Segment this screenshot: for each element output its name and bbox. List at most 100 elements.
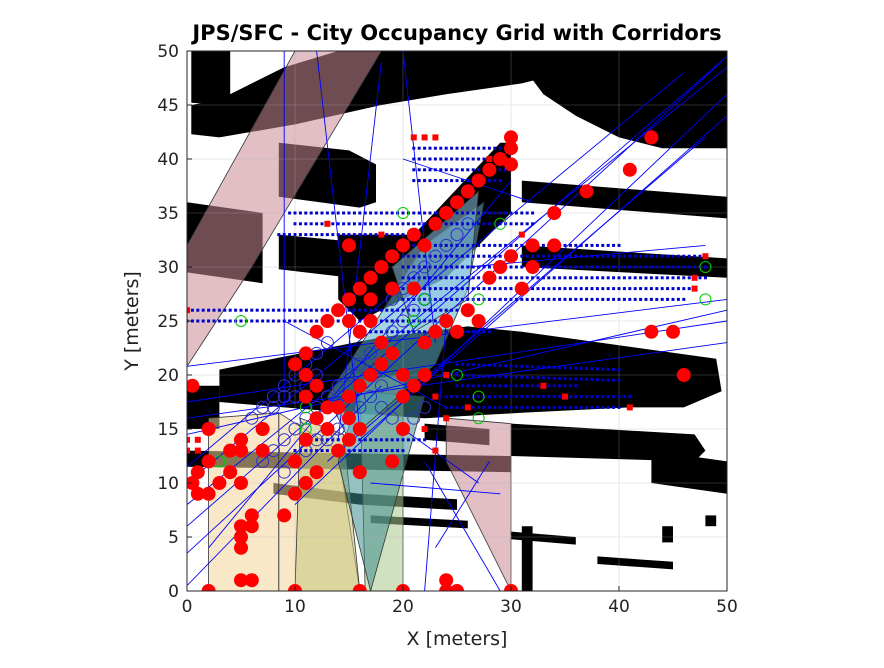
path-dot — [352, 211, 356, 215]
path-dot — [644, 254, 648, 258]
path-dot — [369, 211, 373, 215]
waypoint-marker — [460, 184, 475, 199]
path-dot — [525, 211, 529, 215]
path-dot — [482, 146, 486, 150]
waypoint-marker — [244, 508, 259, 523]
path-dot — [428, 179, 432, 183]
path-dot — [552, 376, 556, 380]
path-dot — [288, 211, 292, 215]
path-dot — [509, 243, 513, 247]
path-dot — [498, 179, 502, 183]
path-dot — [450, 179, 454, 183]
path-dot — [423, 330, 427, 334]
path-dot — [396, 319, 400, 323]
waypoint-square — [540, 382, 547, 389]
path-dot — [531, 222, 535, 226]
green-ring-marker — [451, 369, 463, 381]
path-dot — [601, 395, 605, 399]
path-dot — [417, 211, 421, 215]
path-dot — [336, 211, 340, 215]
path-dot — [552, 297, 556, 301]
y-tick-label: 5 — [168, 528, 179, 548]
path-dot — [531, 211, 535, 215]
path-dot — [574, 377, 578, 381]
waypoint-square — [187, 447, 190, 454]
path-dot — [460, 276, 464, 280]
path-dot — [239, 308, 243, 312]
waypoint-marker — [234, 573, 248, 588]
path-dot — [477, 243, 481, 247]
path-dot — [477, 157, 481, 161]
path-dot — [390, 449, 394, 453]
path-dot — [477, 287, 481, 291]
path-dot — [606, 395, 610, 399]
path-dot — [590, 276, 594, 280]
path-dot — [487, 395, 491, 399]
blue-ring-marker — [277, 390, 291, 404]
path-dot — [390, 438, 394, 442]
waypoint-marker — [396, 389, 410, 404]
waypoint-marker — [460, 303, 475, 318]
waypoint-marker — [439, 206, 454, 220]
path-dot — [417, 179, 421, 183]
waypoint-marker — [352, 422, 367, 436]
waypoint-marker — [201, 584, 216, 591]
path-dot — [401, 222, 405, 226]
path-dot — [396, 438, 400, 442]
path-dot — [606, 276, 610, 280]
path-dot — [315, 449, 319, 453]
path-dot — [212, 308, 216, 312]
path-dot — [304, 319, 308, 323]
green-ring-marker — [472, 412, 485, 425]
path-dot — [304, 211, 308, 215]
waypoint-marker — [428, 324, 443, 339]
path-dot — [450, 265, 454, 269]
green-ring-marker — [418, 293, 431, 306]
blue-ring-marker — [364, 390, 378, 404]
path-dot — [401, 254, 405, 258]
path-dot — [541, 405, 545, 409]
green-ring-marker — [407, 315, 420, 327]
path-dot — [498, 146, 502, 150]
path-dot — [455, 179, 459, 183]
path-dot — [450, 395, 454, 399]
path-dot — [423, 287, 427, 291]
path-dot — [498, 297, 502, 301]
path-dot — [585, 395, 589, 399]
waypoint-marker — [439, 314, 454, 328]
path-dot — [401, 287, 405, 291]
blue-ring-marker — [461, 217, 475, 231]
path-dot — [579, 377, 583, 381]
waypoint-marker — [255, 443, 270, 458]
path-dot — [482, 157, 486, 161]
path-dot — [509, 287, 513, 291]
path-dot — [595, 265, 599, 269]
corridor-pink-right — [445, 417, 512, 591]
waypoint-marker — [201, 422, 216, 436]
waypoint-marker — [309, 324, 324, 339]
waypoint-marker — [298, 346, 313, 361]
path-dot — [293, 308, 297, 312]
path-dot — [498, 384, 502, 388]
path-dot — [379, 449, 383, 453]
path-dot — [606, 243, 610, 247]
path-dot — [471, 243, 475, 247]
path-dot — [514, 211, 518, 215]
path-dot — [525, 276, 529, 280]
path-dot — [644, 276, 648, 280]
path-dot — [504, 243, 508, 247]
path-dot — [250, 308, 254, 312]
path-dot — [433, 157, 437, 161]
tick-layer: 0 10 20 30 40 50 0 5 10 15 20 25 30 35 40 45 50 — [157, 42, 737, 617]
path-dot — [423, 179, 427, 183]
waypoint-marker — [288, 357, 302, 372]
path-dot — [315, 438, 319, 442]
path-dot — [595, 405, 599, 409]
waypoint-marker — [201, 454, 216, 469]
path-dot — [482, 374, 486, 378]
path-dot — [309, 308, 313, 312]
path-dot — [390, 222, 394, 226]
waypoint-marker — [396, 422, 410, 436]
path-dot — [612, 254, 616, 258]
waypoint-marker — [342, 389, 356, 404]
